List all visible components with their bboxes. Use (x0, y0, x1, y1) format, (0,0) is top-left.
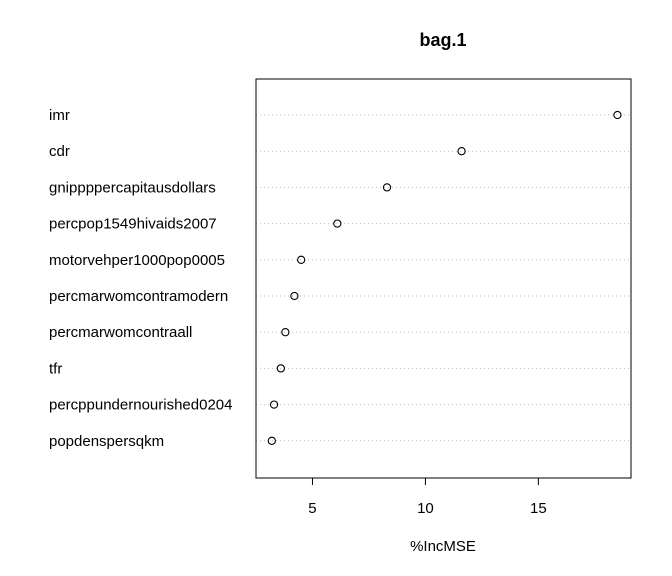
plot-frame (255, 78, 632, 479)
data-point (267, 436, 276, 445)
data-point (276, 364, 285, 373)
chart-title: bag.1 (419, 30, 466, 50)
category-label: tfr (49, 360, 62, 377)
data-point (382, 183, 392, 192)
data-points (267, 110, 622, 445)
category-label: gnippppercapitausdollars (49, 179, 216, 196)
category-label: motorvehper1000pop0005 (49, 252, 225, 269)
data-point (297, 255, 306, 264)
data-point (290, 291, 299, 301)
category-label: cdr (49, 143, 70, 160)
category-label: percmarwomcontraall (49, 324, 192, 341)
x-axis-label: %IncMSE (410, 538, 476, 555)
category-label: percmarwomcontramodern (49, 288, 228, 305)
category-label: percppundernourished0204 (49, 397, 232, 414)
data-point (613, 110, 622, 120)
category-labels: imr cdr gnippppercapitausdollars percpop154… (49, 107, 232, 450)
x-tick-label: 5 (308, 500, 316, 517)
x-axis: 5 10 15 (308, 477, 547, 517)
x-tick-label: 10 (417, 500, 434, 517)
data-point (281, 328, 290, 337)
data-point (269, 400, 279, 409)
category-label: imr (49, 107, 70, 124)
data-point (333, 219, 342, 228)
grid-lines (256, 114, 631, 442)
data-point (457, 147, 466, 156)
x-tick-label: 15 (530, 500, 547, 517)
category-label: popdenspersqkm (49, 433, 164, 450)
category-label: percpop1549hivaids2007 (49, 216, 217, 233)
